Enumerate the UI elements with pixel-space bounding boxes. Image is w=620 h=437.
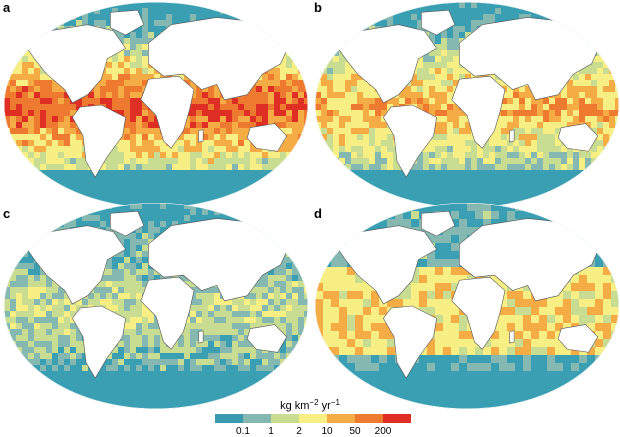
land-eurasia [148, 17, 291, 101]
land-madagascar [509, 330, 515, 344]
land-australia [246, 324, 288, 353]
legend-tick-labels: 0.1 1 2 10 50 200 [236, 426, 392, 437]
land-northAmerica [21, 24, 127, 104]
legend-unit-label: kg km−2 yr−1 [280, 398, 340, 412]
land-northAmerica [332, 24, 438, 104]
land-australia [246, 123, 288, 152]
legend-tick-label: 2 [296, 426, 302, 437]
land-southAmerica [72, 305, 126, 379]
legend-swatch [243, 414, 271, 423]
land-africa [451, 276, 506, 350]
map-panel-c: c [3, 203, 308, 409]
legend-tick-label: 0.1 [236, 426, 250, 437]
land-africa [140, 276, 195, 350]
legend-swatch [215, 414, 243, 423]
panel-label-a: a [3, 0, 11, 15]
land-australia [557, 324, 599, 353]
legend-swatch [383, 414, 411, 423]
land-africa [140, 75, 195, 149]
land-northAmerica [332, 225, 438, 305]
legend-swatch [327, 414, 355, 423]
legend-swatch [355, 414, 383, 423]
land-madagascar [198, 129, 204, 143]
land-madagascar [509, 129, 515, 143]
legend-tick-label: 1 [268, 426, 274, 437]
land-northAmerica [21, 225, 127, 305]
land-australia [557, 123, 599, 152]
legend-swatch [271, 414, 299, 423]
land-southAmerica [383, 305, 437, 379]
land-eurasia [459, 218, 602, 302]
land-greenland [421, 210, 456, 237]
legend-tick-label: 50 [349, 426, 361, 437]
panel-label-b: b [314, 0, 322, 15]
panel-label-c: c [3, 206, 10, 221]
map-panel-b: b [314, 0, 619, 208]
land-greenland [421, 9, 456, 36]
legend-tick-label: 10 [321, 426, 333, 437]
land-southAmerica [72, 104, 126, 178]
color-legend: kg km−2 yr−1 0.1 1 2 10 50 200 [215, 398, 411, 437]
land-eurasia [459, 17, 602, 101]
land-southAmerica [383, 104, 437, 178]
legend-tick-label: 200 [375, 426, 392, 437]
map-panel-d: d [314, 203, 619, 409]
map-panel-a: a [3, 0, 308, 208]
land-eurasia [148, 218, 291, 302]
land-greenland [110, 9, 145, 36]
legend-swatch [299, 414, 327, 423]
land-greenland [110, 210, 145, 237]
panel-label-d: d [314, 206, 322, 221]
land-africa [451, 75, 506, 149]
land-madagascar [198, 330, 204, 344]
legend-color-bar [215, 414, 411, 423]
